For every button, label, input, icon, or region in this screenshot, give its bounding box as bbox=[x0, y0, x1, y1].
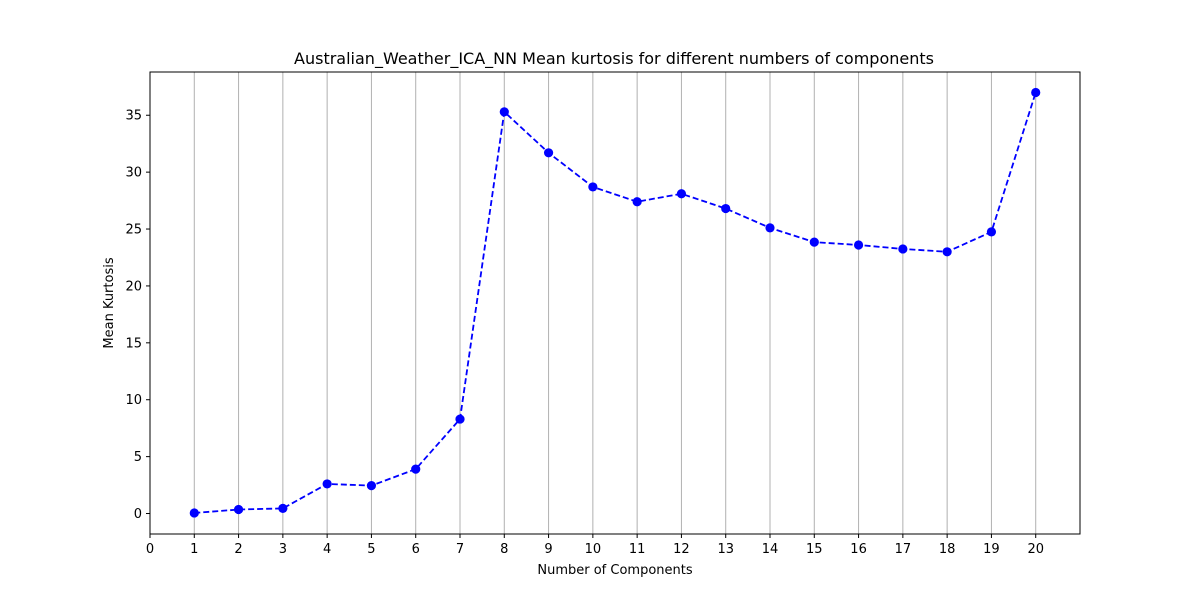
x-tick-label: 11 bbox=[629, 542, 646, 557]
y-axis-label: Mean Kurtosis bbox=[102, 257, 117, 348]
data-point bbox=[721, 203, 731, 214]
data-point bbox=[543, 148, 554, 158]
data-point bbox=[499, 107, 509, 117]
plot-frame bbox=[149, 71, 1081, 535]
y-tick-label: 25 bbox=[125, 223, 142, 238]
x-tick-label: 5 bbox=[367, 542, 375, 557]
x-tick-label: 16 bbox=[850, 542, 867, 557]
y-tick-label: 20 bbox=[125, 279, 142, 294]
x-tick-label: 7 bbox=[456, 542, 464, 557]
data-point bbox=[898, 244, 908, 254]
data-point bbox=[278, 503, 288, 513]
x-axis-label: Number of Components bbox=[537, 563, 692, 578]
x-tick-label: 2 bbox=[234, 542, 242, 557]
x-tick-label: 18 bbox=[939, 542, 956, 557]
data-point bbox=[765, 223, 775, 233]
series-line bbox=[194, 92, 1037, 514]
data-point bbox=[809, 237, 819, 247]
x-tick-label: 4 bbox=[323, 542, 331, 557]
x-tick-label: 15 bbox=[806, 542, 823, 557]
x-tick-label: 17 bbox=[895, 542, 912, 557]
data-point bbox=[588, 182, 598, 192]
y-tick-label: 15 bbox=[125, 336, 142, 351]
data-point bbox=[1031, 87, 1041, 98]
data-point bbox=[632, 197, 642, 207]
data-point bbox=[233, 504, 244, 515]
data-point bbox=[455, 414, 465, 424]
y-tick-label: 5 bbox=[134, 450, 142, 465]
x-axis: 0 1 2 3 4 5 6 7 8 9 10 11 12 13 14 15 16 17 18 19 20 bbox=[146, 534, 1044, 557]
x-tick-label: 8 bbox=[500, 542, 508, 557]
y-axis: 0 5 10 15 20 25 30 35 bbox=[125, 109, 150, 522]
series-layer bbox=[189, 87, 1041, 518]
y-tick-label: 35 bbox=[125, 109, 142, 124]
data-point bbox=[676, 189, 687, 199]
data-point bbox=[942, 247, 952, 257]
x-tick-label: 19 bbox=[983, 542, 1000, 557]
data-point bbox=[322, 479, 332, 489]
x-tick-label: 14 bbox=[762, 542, 779, 557]
x-tick-label: 0 bbox=[146, 542, 154, 557]
x-tick-label: 12 bbox=[673, 542, 690, 557]
data-point bbox=[411, 464, 421, 474]
x-tick-label: 1 bbox=[190, 542, 198, 557]
x-tick-label: 3 bbox=[279, 542, 287, 557]
x-tick-label: 9 bbox=[544, 542, 552, 557]
data-point bbox=[366, 481, 377, 491]
x-tick-label: 6 bbox=[412, 542, 420, 557]
x-tick-label: 13 bbox=[717, 542, 734, 557]
data-point bbox=[189, 508, 199, 518]
y-tick-label: 0 bbox=[134, 507, 142, 522]
chart-title: Australian_Weather_ICA_NN Mean kurtosis … bbox=[294, 49, 934, 69]
grid bbox=[193, 72, 1037, 534]
data-point bbox=[986, 227, 997, 237]
y-tick-label: 10 bbox=[125, 393, 142, 408]
x-tick-label: 10 bbox=[585, 542, 602, 557]
x-tick-label: 20 bbox=[1027, 542, 1044, 557]
data-point bbox=[853, 240, 864, 250]
y-tick-label: 30 bbox=[125, 166, 142, 181]
